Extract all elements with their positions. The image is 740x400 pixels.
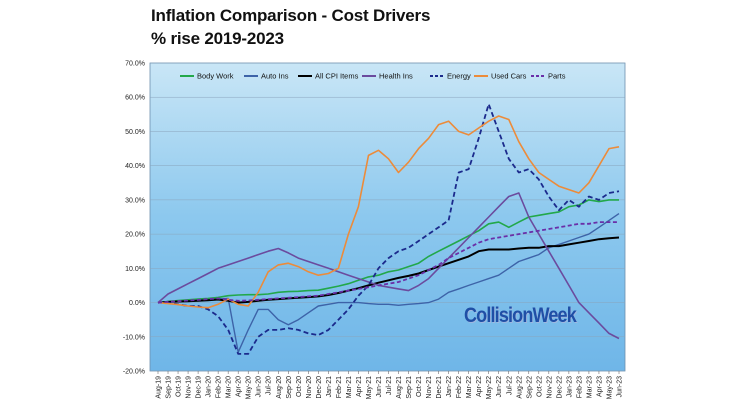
legend-label: Auto Ins [261,72,289,81]
y-tick-label: 20.0% [125,232,145,239]
legend-label: Parts [548,72,566,81]
x-tick-label: Apr-21 [356,376,363,397]
x-tick-label: Dec-19 [196,376,203,399]
x-tick-label: Oct-19 [176,376,183,397]
y-tick-label: 30.0% [125,197,145,204]
y-tick-label: -20.0% [123,369,145,376]
x-tick-label: Jul-21 [386,376,393,395]
x-tick-label: Oct-20 [296,376,303,397]
series-lines [157,103,620,355]
x-tick-label: Mar-23 [586,376,593,398]
x-axis-ticks: Aug-19 Sep-19 Oct-19 Nov-19 Dec-19 Jan-20 Feb-… [156,371,624,399]
x-tick-label: Sep-21 [406,376,413,399]
x-tick-label: Sep-22 [526,376,533,399]
x-tick-label: Feb-23 [576,376,583,398]
y-tick-label: 70.0% [125,61,145,68]
x-tick-label: Aug-20 [276,376,283,399]
x-tick-label: Nov-22 [546,376,553,399]
series-line-health-ins [157,192,620,340]
x-tick-label: Mar-21 [346,376,353,398]
x-tick-label: Dec-20 [316,376,323,399]
chart-title: Inflation Comparison - Cost Drivers [151,6,431,25]
series-line-parts [157,221,619,304]
collisionweek-logo: CollisionWeek [464,304,577,327]
x-tick-label: May-22 [486,376,493,399]
x-tick-label: Oct-22 [536,376,543,397]
y-tick-label: 10.0% [125,266,145,273]
legend-label: All CPI Items [315,72,359,81]
x-tick-label: Jul-22 [506,376,513,395]
x-tick-label: Oct-21 [416,376,423,397]
legend-label: Health Ins [379,72,413,81]
x-tick-label: Jun-22 [496,376,503,398]
x-tick-label: Sep-19 [166,376,173,399]
y-tick-label: 60.0% [125,95,145,102]
y-tick-label: 0.0% [129,300,145,307]
x-tick-label: Nov-19 [186,376,193,399]
x-tick-label: Jan-23 [566,376,573,398]
x-tick-label: Nov-20 [306,376,313,399]
x-tick-label: Jun-21 [376,376,383,398]
x-tick-label: Jan-22 [446,376,453,398]
x-tick-label: Feb-21 [336,376,343,398]
x-tick-label: Feb-22 [456,376,463,398]
legend-label: Used Cars [491,72,527,81]
y-tick-label: 40.0% [125,163,145,170]
x-tick-label: Dec-21 [436,376,443,399]
series-line-used-cars [157,115,620,309]
legend-label: Energy [447,72,471,81]
x-tick-label: Jul-20 [266,376,273,395]
x-tick-label: Jun-23 [617,376,624,398]
x-tick-label: Aug-22 [516,376,523,399]
x-tick-label: May-20 [246,376,253,399]
x-tick-label: Nov-21 [426,376,433,399]
plot-area [149,62,626,372]
x-tick-label: Apr-20 [236,376,243,397]
series-line-body-work [157,199,619,304]
x-tick-label: Aug-19 [156,376,163,399]
y-axis-ticks: -20.0% -10.0% 0.0% 10.0% 20.0% 30.0% 40.0% 50.0… [123,61,145,376]
x-tick-label: Jan-20 [206,376,213,398]
x-tick-label: Mar-20 [226,376,233,398]
y-tick-label: 50.0% [125,129,145,136]
x-tick-label: Jan-21 [326,376,333,398]
series-line-energy [158,103,620,355]
x-tick-label: Aug-21 [396,376,403,399]
x-tick-label: Apr-22 [476,376,483,397]
x-tick-label: Sep-20 [286,376,293,399]
x-tick-label: Feb-20 [216,376,223,398]
legend-label: Body Work [197,72,234,81]
x-tick-label: May-21 [366,376,373,399]
x-tick-label: Dec-22 [556,376,563,399]
chart-subtitle: % rise 2019-2023 [151,29,284,48]
x-tick-label: Mar-22 [466,376,473,398]
series-line-auto-ins [157,213,620,353]
x-tick-label: Apr-23 [596,376,603,397]
legend: Body Work Auto Ins All CPI Items Health Ins… [180,72,566,81]
x-tick-label: May-23 [606,376,613,399]
x-tick-label: Jun-20 [256,376,263,398]
y-tick-label: -10.0% [123,334,145,341]
